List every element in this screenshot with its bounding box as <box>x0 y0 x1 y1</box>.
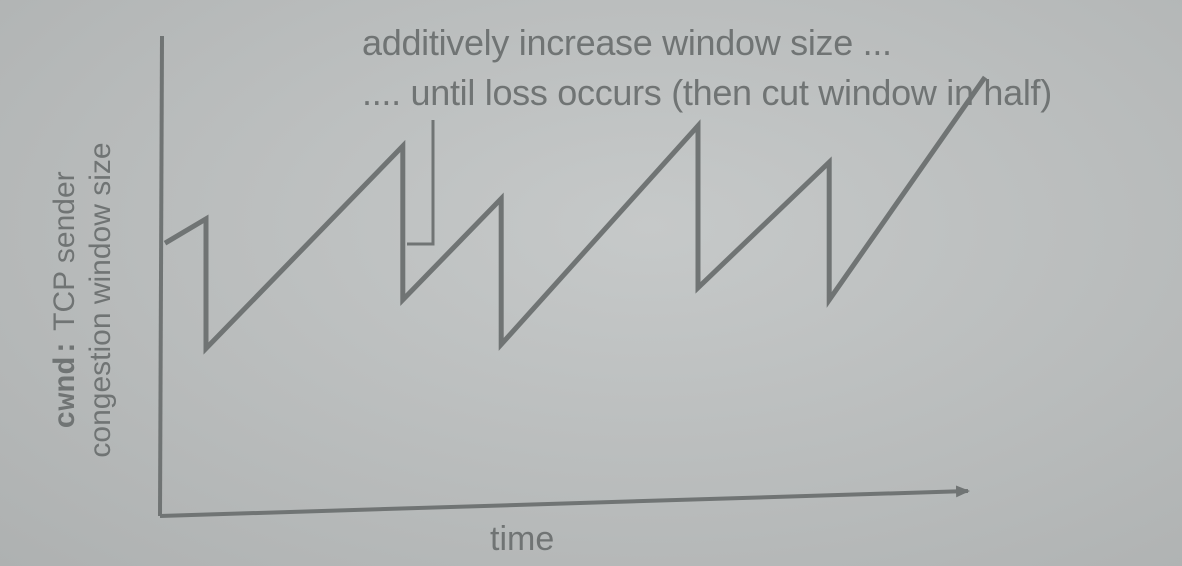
y-axis-label: cwnd: TCP sender congestion window size <box>48 110 128 490</box>
series-layer <box>163 75 988 355</box>
x-axis-label: time <box>490 520 555 558</box>
y-axis-label-line1: TCP sender <box>48 171 81 331</box>
annotation-increase: additively increase window size ... <box>362 22 892 63</box>
x-axis <box>159 485 970 518</box>
y-axis <box>158 35 164 517</box>
annotation-loss: .... until loss occurs (then cut window … <box>362 72 1052 113</box>
y-axis-var: cwnd: <box>50 338 84 429</box>
annotation-pointer <box>407 120 435 246</box>
cwnd-series-line <box>163 75 988 355</box>
y-axis-label-line2: congestion window size <box>84 142 117 458</box>
